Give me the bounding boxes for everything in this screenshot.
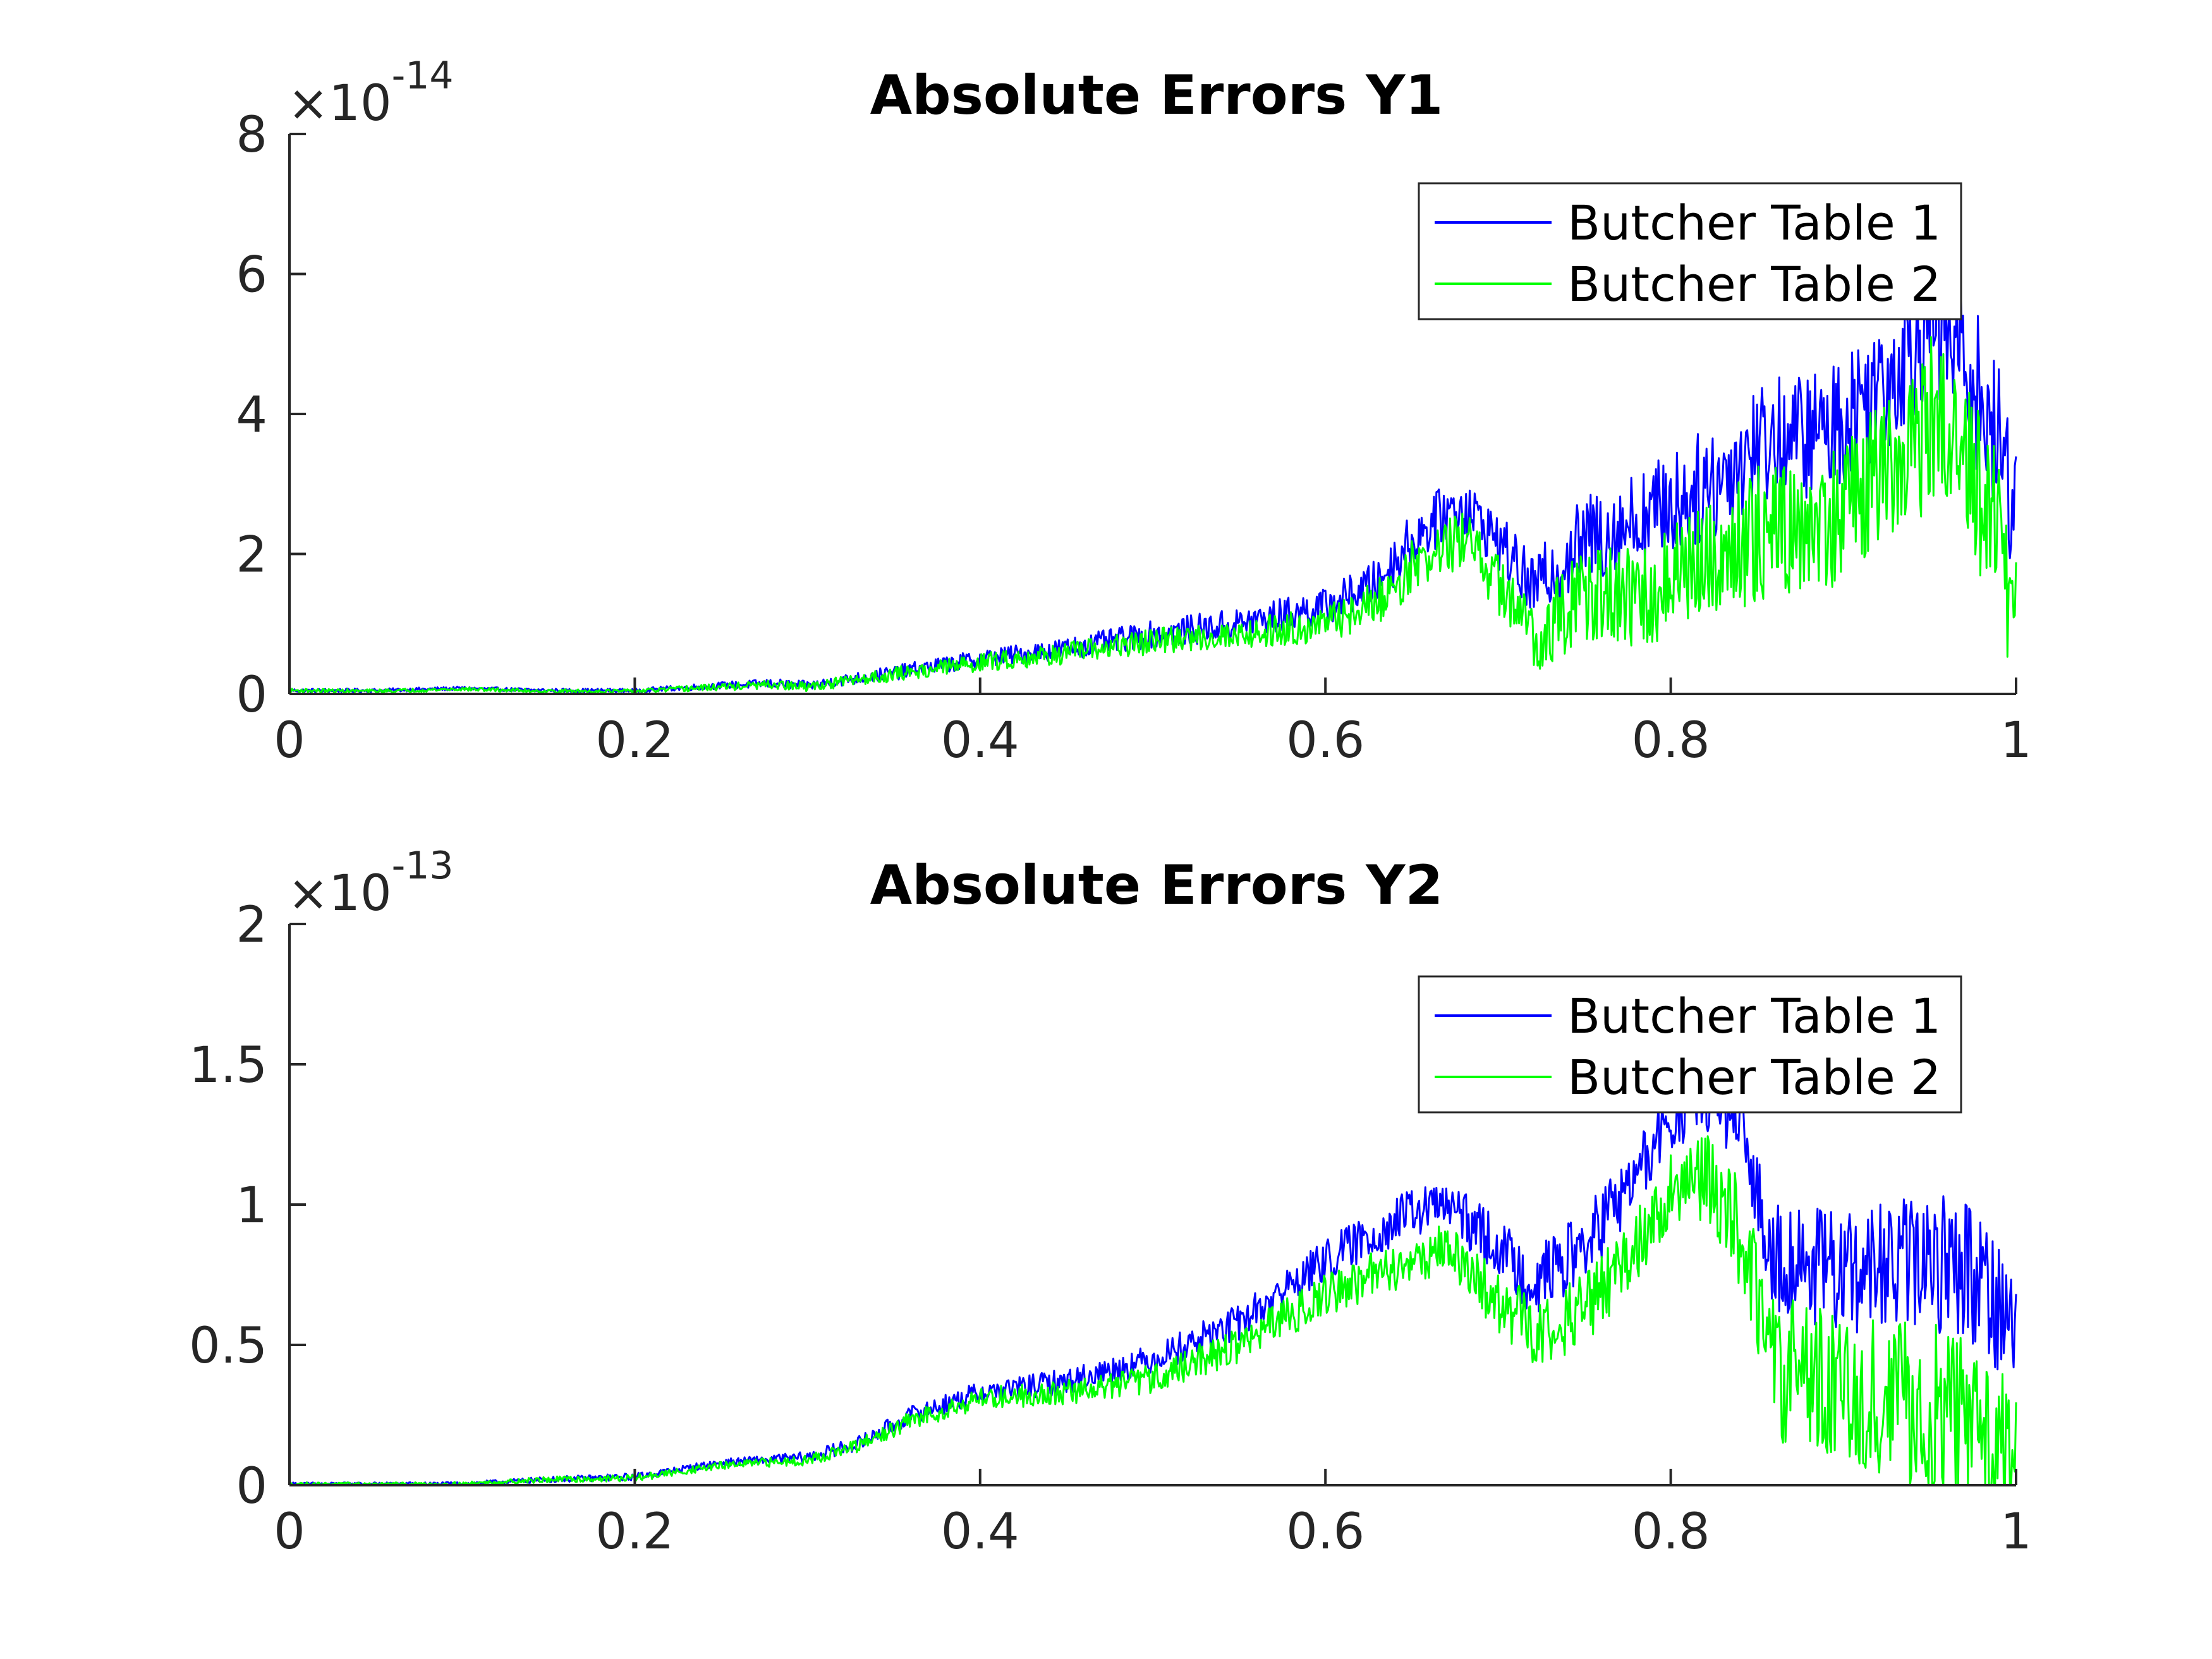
- y-exponent-base: ×10: [288, 75, 392, 132]
- y-tick-label: 6: [236, 247, 267, 304]
- y-tick-label: 1: [236, 1177, 267, 1234]
- subplot-y1: Absolute Errors Y1 ×10-14 0 0.2 0.4 0.6 0.8 1…: [236, 54, 2031, 769]
- legend-box: [1418, 975, 1962, 1114]
- x-tick-label: 0.4: [941, 1504, 1019, 1560]
- legend-label-1: Butcher Table 1: [1567, 988, 1941, 1044]
- chart-title: Absolute Errors Y2: [870, 854, 1443, 917]
- chart-title: Absolute Errors Y1: [870, 64, 1443, 127]
- y-exponent-label: ×10-13: [288, 844, 454, 922]
- series-line-2: [289, 1135, 2017, 1486]
- y-tick-label: 2: [236, 527, 267, 584]
- y-exponent-power: -13: [392, 844, 454, 888]
- x-tick-label: 0.6: [1286, 1504, 1364, 1560]
- legend-label-2: Butcher Table 2: [1567, 256, 1941, 312]
- y-tick-label: 4: [236, 387, 267, 444]
- series-line-2: [288, 336, 2017, 694]
- legend-box: [1418, 182, 1962, 320]
- y-tick-label: 0: [236, 1458, 267, 1515]
- x-tick-label: 0.8: [1632, 1504, 1710, 1560]
- y-tick-label: 2: [236, 897, 267, 954]
- legend-label-2: Butcher Table 2: [1567, 1049, 1941, 1105]
- subplot-y2: Absolute Errors Y2 ×10-13 0 0.2 0.4 0.6 0.8 1…: [189, 844, 2032, 1560]
- x-tick-label: 0.4: [941, 712, 1019, 769]
- x-tick-label: 0: [274, 1504, 305, 1560]
- x-tick-label: 0.6: [1286, 712, 1364, 769]
- x-tick-label: 0.2: [595, 1504, 674, 1560]
- axes-layer: 0 0.2 0.4 0.6 0.8 1 0 0.5 1 1.5 2: [189, 897, 2032, 1560]
- y-tick-label: 1.5: [189, 1037, 267, 1094]
- y-exponent-base: ×10: [288, 865, 392, 922]
- legend-label-1: Butcher Table 1: [1567, 195, 1941, 251]
- series-layer: [288, 238, 2017, 694]
- x-tick-label: 1: [2000, 712, 2032, 769]
- y-tick-label: 0: [236, 667, 267, 724]
- x-tick-label: 0: [274, 712, 305, 769]
- y-exponent-label: ×10-14: [288, 54, 454, 132]
- x-tick-label: 1: [2000, 1504, 2032, 1560]
- y-tick-label: 0.5: [189, 1318, 267, 1375]
- y-tick-label: 8: [236, 107, 267, 164]
- y-exponent-power: -14: [392, 54, 454, 98]
- x-tick-label: 0.2: [595, 712, 674, 769]
- x-tick-label: 0.8: [1632, 712, 1710, 769]
- axes-layer: 0 0.2 0.4 0.6 0.8 1 0 2 4 6 8: [236, 107, 2031, 769]
